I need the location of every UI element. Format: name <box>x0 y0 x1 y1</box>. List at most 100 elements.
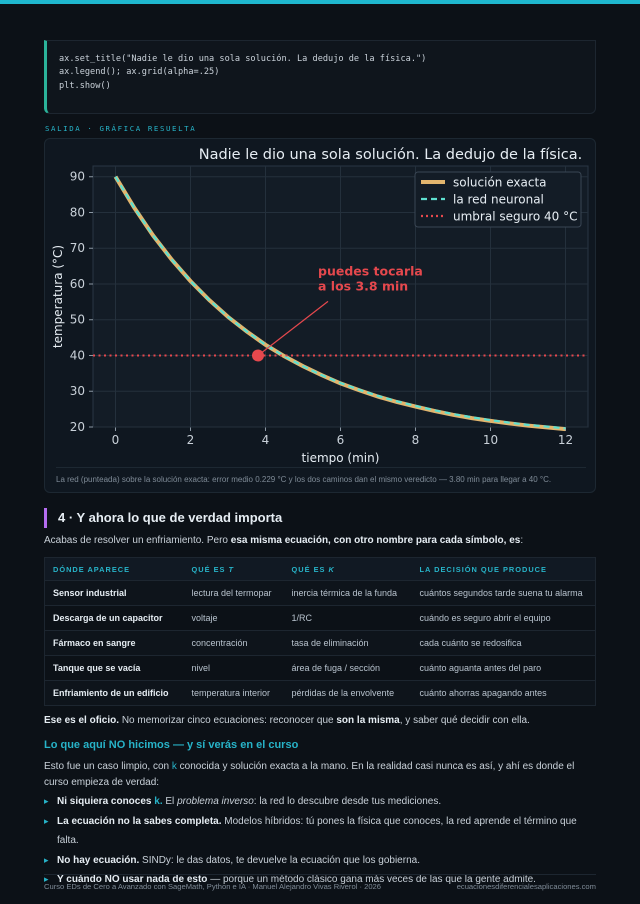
bullet-bold: Y cuándo NO usar nada de esto <box>57 874 208 885</box>
oficio-bold-2: son la misma <box>336 715 400 726</box>
bullet-text: SINDy: le das datos, te devuelve la ecua… <box>139 854 420 866</box>
table-cell: 1/RC <box>283 605 412 631</box>
section-heading: 4 · Y ahora lo que de verdad importa <box>44 508 282 528</box>
bullet-bold: No hay ecuación. <box>57 854 140 866</box>
legend-label: la red neuronal <box>453 193 544 207</box>
footer-link[interactable]: ecuacionesdiferencialesaplicaciones.com <box>456 882 596 891</box>
table-row: Enfriamiento de un edificio temperatura i… <box>44 680 596 706</box>
table-cell: nivel <box>183 655 284 681</box>
table-row: Sensor industrial lectura del termopar ine… <box>44 580 596 606</box>
annotation-text: a los 3.8 min <box>318 278 408 293</box>
y-tick-label: 50 <box>70 313 85 327</box>
table-row: Descarga de un capacitor voltaje 1/RC cuánd… <box>44 605 596 631</box>
applications-table: DÓNDE APARECE QUÉ ES T QUÉ ES K LA DECIS… <box>44 557 596 706</box>
intro-text-end: : <box>520 535 524 546</box>
table-cell: lectura del termopar <box>183 580 284 606</box>
table-cell: cuándo es seguro abrir el equipo <box>411 605 596 631</box>
table-header: QUÉ ES T <box>183 557 284 581</box>
list-item: Ni siquiera conoces k. El problema inver… <box>44 792 600 812</box>
table-cell: Descarga de un capacitor <box>44 605 184 631</box>
code-line: plt.show() <box>59 80 111 91</box>
x-tick-label: 0 <box>112 433 120 447</box>
list-item: Y cuándo NO usar nada de esto — porque u… <box>44 870 600 890</box>
table-cell: Tanque que se vacía <box>44 655 184 681</box>
oficio-text: No memorizar cinco ecuaciones: reconocer… <box>119 715 337 726</box>
x-tick-label: 10 <box>483 433 498 447</box>
footer: Curso EDs de Cero a Avanzado con SageMat… <box>44 874 596 891</box>
x-tick-label: 2 <box>187 433 195 447</box>
intro-paragraph: Acabas de resolver un enfriamiento. Pero… <box>44 533 523 549</box>
table-cell: cuánto ahorras apagando antes <box>411 680 596 706</box>
y-axis-label: temperatura (°C) <box>51 245 65 348</box>
y-tick-label: 40 <box>70 348 85 362</box>
table-cell: Enfriamiento de un edificio <box>44 680 184 706</box>
y-tick-label: 20 <box>70 420 85 434</box>
x-tick-label: 8 <box>412 433 420 447</box>
bullet-bold: La ecuación no la sabes completa. <box>57 815 222 827</box>
table-header: LA DECISIÓN QUE PRODUCE <box>411 557 596 581</box>
code-block: ax.set_title("Nadie le dio una sola solu… <box>44 40 596 114</box>
table-cell: pérdidas de la envolvente <box>283 680 412 706</box>
table-cell: cuántos segundos tarde suena tu alarma <box>411 580 596 606</box>
y-tick-label: 80 <box>70 205 85 219</box>
table-cell: cuánto aguanta antes del paro <box>411 655 596 681</box>
table-cell: tasa de eliminación <box>283 630 412 656</box>
y-tick-label: 90 <box>70 170 85 184</box>
table-cell: Sensor industrial <box>44 580 184 606</box>
table-cell: inercia térmica de la funda <box>283 580 412 606</box>
list-item: No hay ecuación. SINDy: le das datos, te… <box>44 851 600 871</box>
course-paragraph: Esto fue un caso limpio, con k conocida … <box>44 759 600 791</box>
x-tick-label: 4 <box>262 433 270 447</box>
table-row: Fármaco en sangre concentración tasa de el… <box>44 630 596 656</box>
table-cell: cada cuánto se redosifica <box>411 630 596 656</box>
table-header: DÓNDE APARECE <box>44 557 184 581</box>
subheading: Lo que aquí NO hicimos — y sí verás en e… <box>44 739 299 751</box>
section-label: SALIDA · GRÁFICA RESUELTA <box>45 124 197 133</box>
k-symbol: k <box>171 761 177 772</box>
legend-box <box>414 171 582 228</box>
annotation-arrow <box>257 300 329 356</box>
threshold-marker <box>252 349 264 362</box>
y-tick-label: 30 <box>70 384 85 398</box>
table-header: QUÉ ES K <box>283 557 412 581</box>
para-text-2: conocida y solución exacta a la mano. En… <box>44 761 575 788</box>
k-symbol: k. <box>154 796 163 807</box>
table-header-row: DÓNDE APARECE QUÉ ES T QUÉ ES K LA DECIS… <box>44 557 596 581</box>
bullet-italic: problema inverso <box>177 796 254 807</box>
y-tick-label: 60 <box>70 277 85 291</box>
table-row: Tanque que se vacía nivel área de fuga / s… <box>44 655 596 681</box>
para-text: Esto fue un caso limpio, con <box>44 761 172 772</box>
legend-label: solución exacta <box>453 176 547 190</box>
chart: 0 2 4 6 8 10 12 20 30 40 50 60 70 80 90 Nadie le dio un… <box>51 147 589 465</box>
intro-text: Acabas de resolver un enfriamiento. Pero <box>44 535 231 546</box>
bullet-text: El <box>162 796 178 807</box>
oficio-text-2: , y saber qué decidir con ella. <box>399 715 530 726</box>
table-cell: Fármaco en sangre <box>44 630 184 656</box>
bullet-text: : la red lo descubre desde tus medicione… <box>253 796 442 807</box>
table-cell: voltaje <box>183 605 284 631</box>
bullet-text: — porque un método clásico gana más vece… <box>207 874 536 885</box>
y-tick-label: 70 <box>70 241 85 255</box>
chart-caption: La red (punteada) sobre la solución exac… <box>56 467 586 492</box>
list-item: La ecuación no la sabes completa. Modelo… <box>44 812 600 851</box>
table-cell: área de fuga / sección <box>283 655 412 681</box>
oficio-bold: Ese es el oficio. <box>44 715 120 726</box>
bullet-list: Ni siquiera conoces k. El problema inver… <box>44 792 600 890</box>
bullet-bold: Ni siquiera conoces <box>57 796 155 807</box>
intro-bold: esa misma ecuación, con otro nombre para… <box>230 535 521 546</box>
chart-panel: 0 2 4 6 8 10 12 20 30 40 50 60 70 80 90 Nadie le dio un… <box>44 138 596 493</box>
footer-credit: Curso EDs de Cero a Avanzado con SageMat… <box>44 882 381 891</box>
table-cell: concentración <box>183 630 284 656</box>
oficio-paragraph: Ese es el oficio. No memorizar cinco ecu… <box>44 713 530 729</box>
legend-label: umbral seguro 40 °C <box>453 210 578 224</box>
code-line: ax.legend(); ax.grid(alpha=.25) <box>59 67 220 78</box>
table-cell: temperatura interior <box>183 680 284 706</box>
annotation-text: puedes tocarla <box>318 263 423 278</box>
series-neural-line <box>114 176 566 430</box>
chart-title: Nadie le dio una sola solución. La deduj… <box>199 147 583 163</box>
x-axis-label: tiempo (min) <box>302 451 380 465</box>
code-line: ax.set_title("Nadie le dio una sola solu… <box>59 54 427 64</box>
top-accent-bar <box>0 0 640 4</box>
bullet-text: Modelos híbridos: tú pones la física que… <box>57 815 577 847</box>
x-tick-label: 6 <box>337 433 345 447</box>
